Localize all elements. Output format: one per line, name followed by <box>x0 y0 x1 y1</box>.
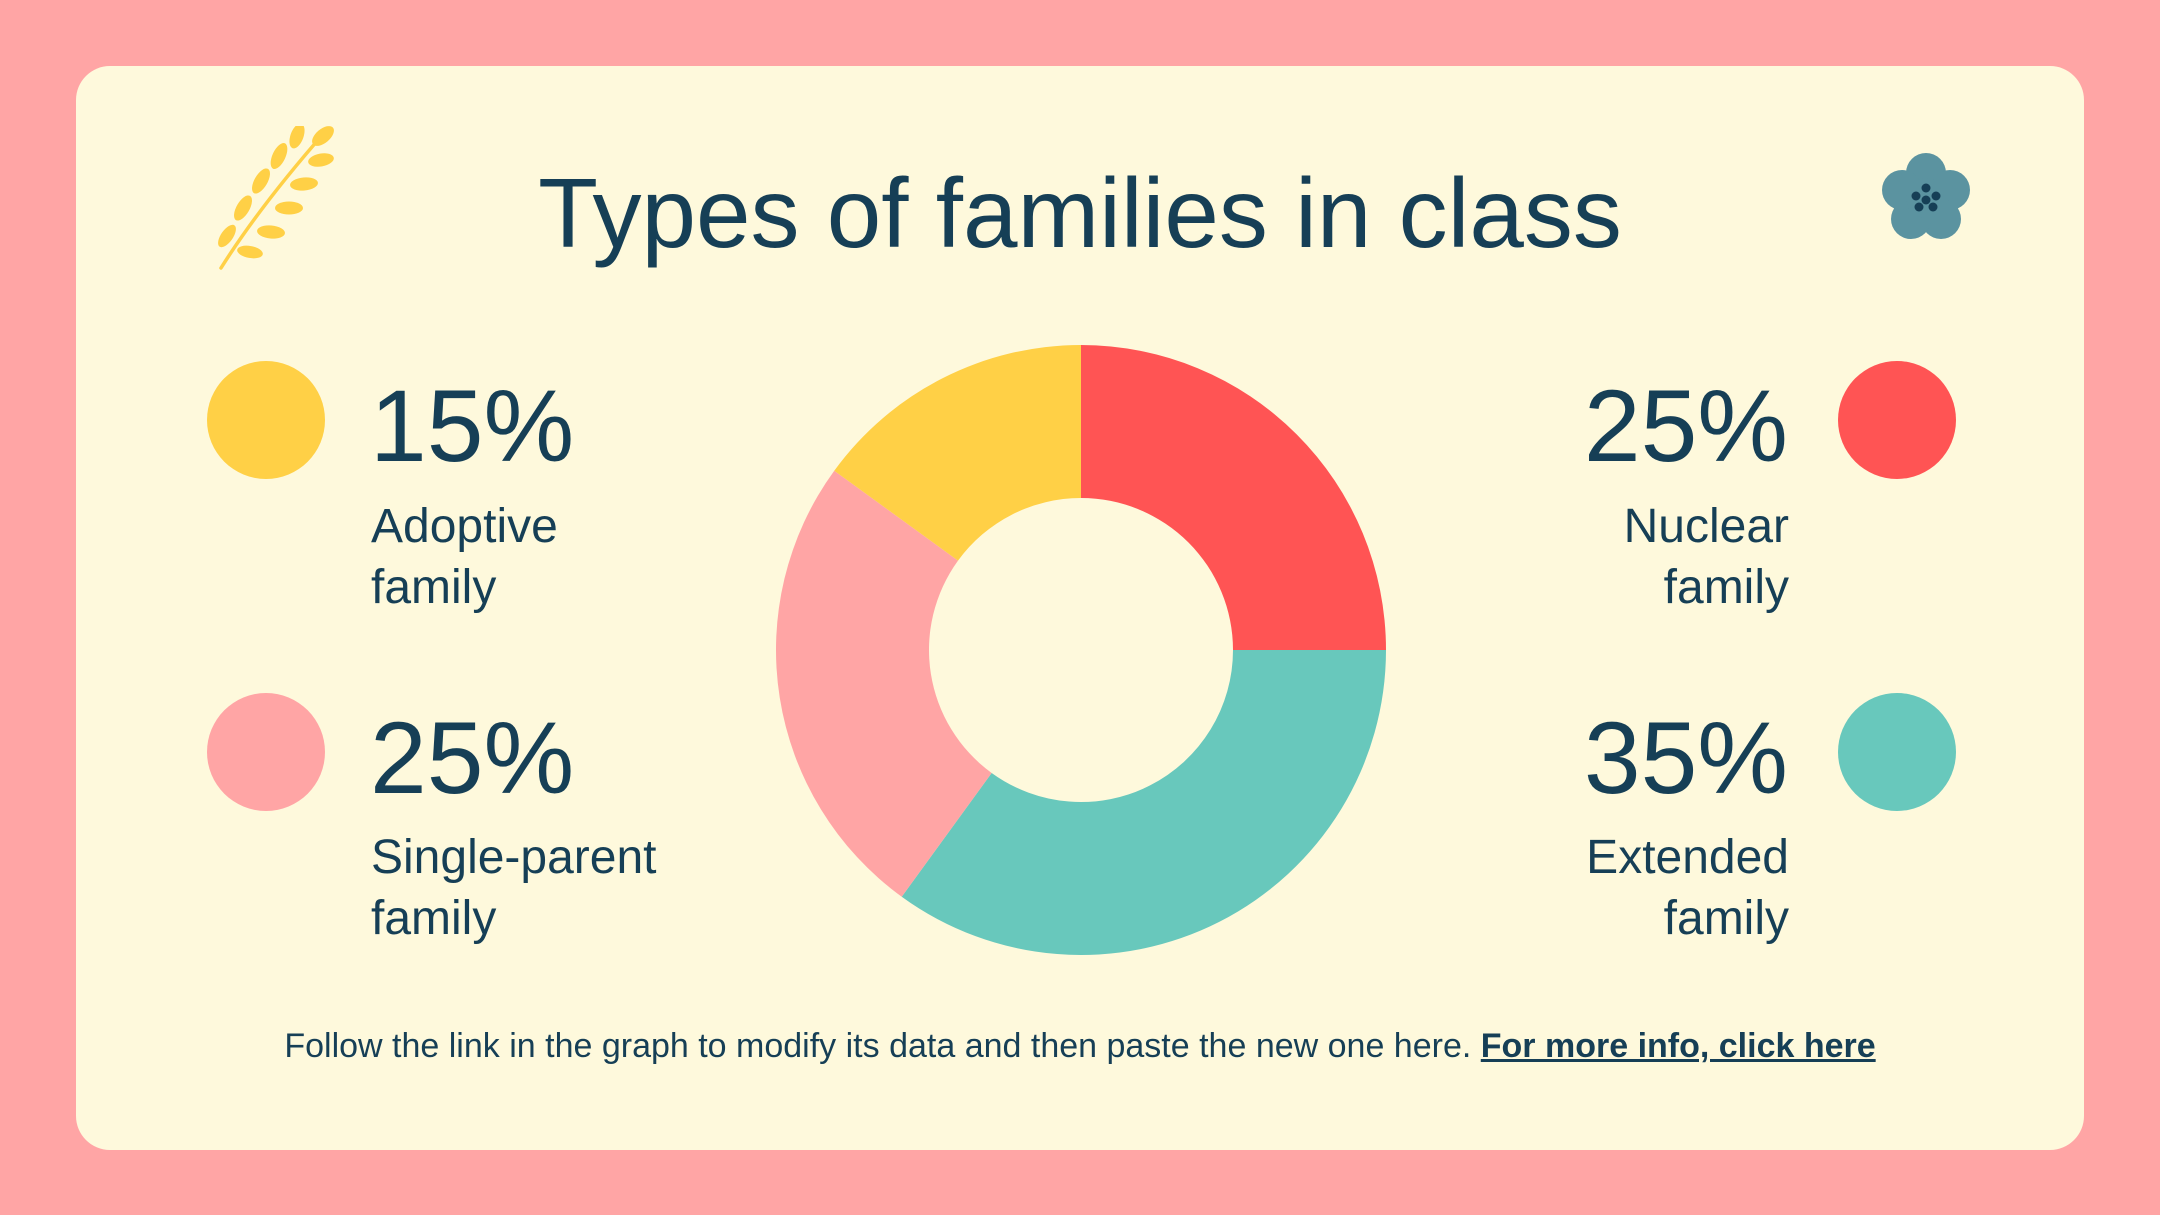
leaf-branch-icon <box>205 123 345 276</box>
label-adoptive-line2: family <box>371 561 497 614</box>
percentage-extended: 35% <box>1583 701 1788 815</box>
donut-slice-extended-family <box>901 650 1386 955</box>
slide-card <box>76 66 2084 1150</box>
label-single-parent-line2: family <box>371 892 497 945</box>
label-nuclear-line1: Nuclear <box>1623 500 1789 553</box>
label-extended-line2: family <box>1663 892 1789 945</box>
donut-chart <box>776 345 1386 955</box>
legend-dot-single-parent <box>207 693 325 811</box>
flower-icon <box>1880 152 1972 249</box>
more-info-link[interactable]: For more info, click here <box>1480 1027 1876 1065</box>
label-single-parent-line1: Single-parent <box>371 831 657 884</box>
legend-dot-adoptive <box>207 361 325 479</box>
donut-slice-single-parent-family <box>776 470 992 897</box>
footer-text: Follow the link in the graph to modify i… <box>284 1027 1472 1065</box>
label-extended-line1: Extended <box>1586 831 1789 884</box>
donut-slice-adoptive-family <box>834 345 1081 561</box>
label-adoptive-line1: Adoptive <box>371 500 558 553</box>
donut-slice-nuclear-family <box>1081 345 1386 650</box>
footer-note: Follow the link in the graph to modify i… <box>0 1024 2160 1068</box>
legend-dot-nuclear <box>1838 361 1956 479</box>
percentage-single-parent: 25% <box>370 701 575 815</box>
percentage-nuclear: 25% <box>1583 369 1788 483</box>
percentage-adoptive: 15% <box>370 369 575 483</box>
legend-dot-extended <box>1838 693 1956 811</box>
label-nuclear-line2: family <box>1663 561 1789 614</box>
page-title: Types of families in class <box>538 158 1622 268</box>
